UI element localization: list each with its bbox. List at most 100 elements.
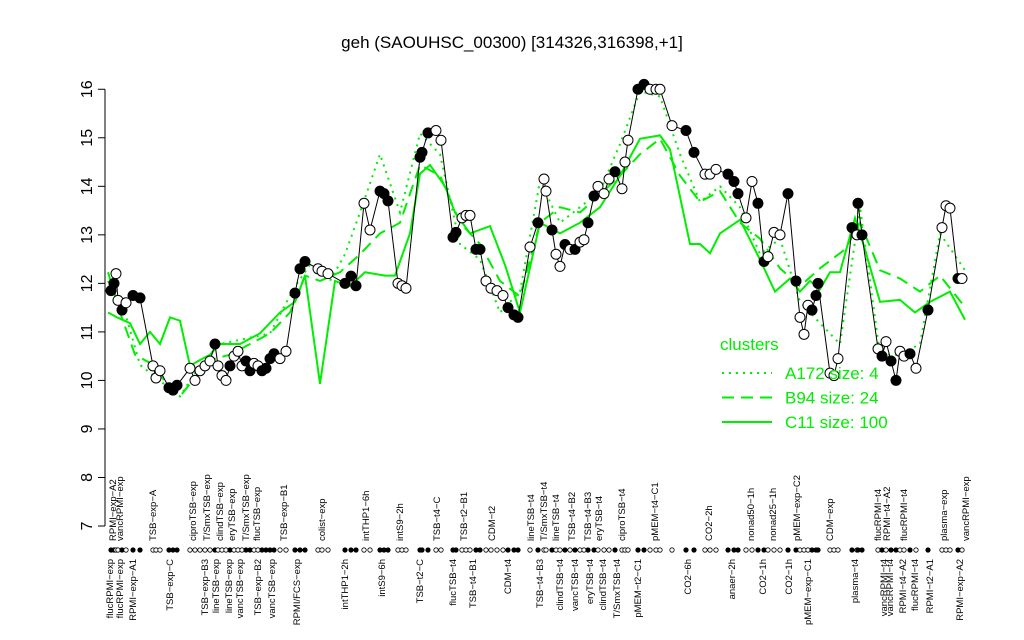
x-tick-label: TSB−t4−B1	[468, 559, 479, 608]
data-point	[430, 125, 442, 137]
sample-dot	[192, 547, 198, 553]
x-tick-label: eryTSB−t4	[585, 559, 596, 604]
sample-dot	[325, 547, 331, 553]
legend-label: A172 size: 4	[785, 364, 879, 383]
data-point	[740, 212, 752, 224]
x-tick-label: intTHP1−2h	[340, 559, 351, 609]
sample-dot	[494, 547, 500, 553]
sample-dot	[713, 547, 719, 553]
x-tick-label: TSB−exp−B3	[200, 559, 211, 616]
x-tick-label: TSB−exp−B1	[279, 484, 290, 541]
data-point	[880, 336, 892, 348]
x-tick-label: pMEM−exp−C1	[803, 559, 814, 625]
data-point	[274, 353, 286, 365]
data-point	[810, 290, 822, 301]
sample-dot	[157, 547, 163, 553]
sample-dot	[702, 547, 708, 553]
data-point	[622, 134, 634, 146]
data-point	[474, 243, 486, 255]
sample-dot	[425, 547, 431, 553]
x-tick-label: flucRPMI−t4	[873, 489, 884, 541]
x-tick-label: lineTSB−t4	[551, 494, 562, 541]
y-tick-label: 11	[79, 323, 96, 340]
data-point	[876, 350, 888, 362]
x-tick-label: vancTSB−exp	[235, 559, 246, 618]
sample-dot	[765, 547, 771, 553]
sample-dot	[297, 547, 303, 553]
data-point	[828, 370, 840, 382]
legend-title: clusters	[720, 335, 779, 354]
data-point	[120, 297, 132, 309]
x-tick-label: colist−exp	[317, 498, 328, 541]
sample-dot	[515, 547, 521, 553]
x-tick-label: TSB−exp−A	[148, 489, 159, 541]
x-tick-label: TSB−t2−C	[415, 559, 426, 603]
x-tick-label: anaer−2h	[727, 559, 738, 599]
data-point	[108, 277, 120, 289]
data-point	[299, 256, 311, 268]
y-tick-label: 8	[79, 473, 96, 482]
sample-dot	[913, 547, 919, 553]
x-tick-label: vancRPMI−exp	[961, 476, 972, 541]
data-point	[339, 277, 351, 289]
x-tick-label: nonad50−1h	[746, 488, 757, 541]
data-point	[546, 224, 558, 236]
x-tick-label: RPMI−exp−A2	[108, 479, 119, 541]
data-point	[856, 229, 868, 241]
sample-dot	[505, 547, 511, 553]
sample-dot	[202, 547, 208, 553]
sample-dot	[749, 547, 755, 553]
sample-dot	[567, 547, 573, 553]
data-point	[812, 277, 824, 289]
sample-dot	[319, 547, 325, 553]
sample-dot	[433, 547, 439, 553]
x-tick-label: vancTSB−t4	[570, 559, 581, 611]
data-point	[806, 304, 818, 316]
data-point	[204, 355, 216, 367]
data-point	[345, 270, 357, 282]
x-tick-label: T/SmxTSB−exp	[202, 474, 213, 541]
sample-dot	[130, 547, 136, 553]
x-tick-label: ciproTSB−t4	[617, 488, 628, 541]
x-tick-label: eryTSB−t4	[594, 496, 605, 541]
sample-dot	[755, 547, 761, 553]
sample-dot	[292, 547, 298, 553]
x-tick-label: TSB−t4−B3	[583, 492, 594, 541]
sample-dot	[361, 547, 367, 553]
x-tick-label: TSB−exp−B2	[253, 559, 264, 616]
x-tick-label: flucRPMI−exp	[105, 559, 116, 618]
data-point	[956, 273, 968, 285]
sample-dot	[283, 547, 289, 553]
cluster-line	[107, 90, 966, 398]
x-tick-label: clindTSB−t4	[555, 559, 566, 611]
y-tick-label: 12	[79, 274, 96, 292]
x-tick-label: intTHP1−6h	[361, 491, 372, 541]
data-point	[790, 275, 802, 287]
sample-dot	[483, 547, 489, 553]
data-point	[592, 180, 604, 192]
sample-dot	[735, 547, 741, 553]
x-tick-label: plasma−t4	[850, 559, 861, 603]
x-tick-label: TSB−t4−B3	[535, 559, 546, 608]
x-tick-label: pMEM−exp−C2	[792, 475, 803, 541]
sample-dot	[174, 547, 180, 553]
x-tick-label: flucRPMI−t4	[910, 559, 921, 611]
data-point	[554, 260, 566, 272]
sample-dot	[947, 547, 953, 553]
data-point	[450, 226, 462, 238]
sample-dot	[453, 547, 459, 553]
chart-title: geh (SAOUHSC_00300) [314326,316398,+1]	[341, 33, 683, 52]
sample-dot	[647, 547, 653, 553]
x-tick-label: CO2−6h	[683, 559, 694, 595]
x-tick-label: vancRPMI−t4	[879, 559, 890, 616]
data-point	[666, 120, 678, 132]
sample-dot	[467, 547, 473, 553]
x-tick-label: RPMI−t2−A1	[925, 559, 936, 613]
data-point	[532, 217, 544, 229]
data-point	[654, 83, 666, 95]
data-point	[154, 365, 166, 377]
sample-dot	[641, 547, 647, 553]
y-tick-label: 9	[79, 424, 96, 433]
